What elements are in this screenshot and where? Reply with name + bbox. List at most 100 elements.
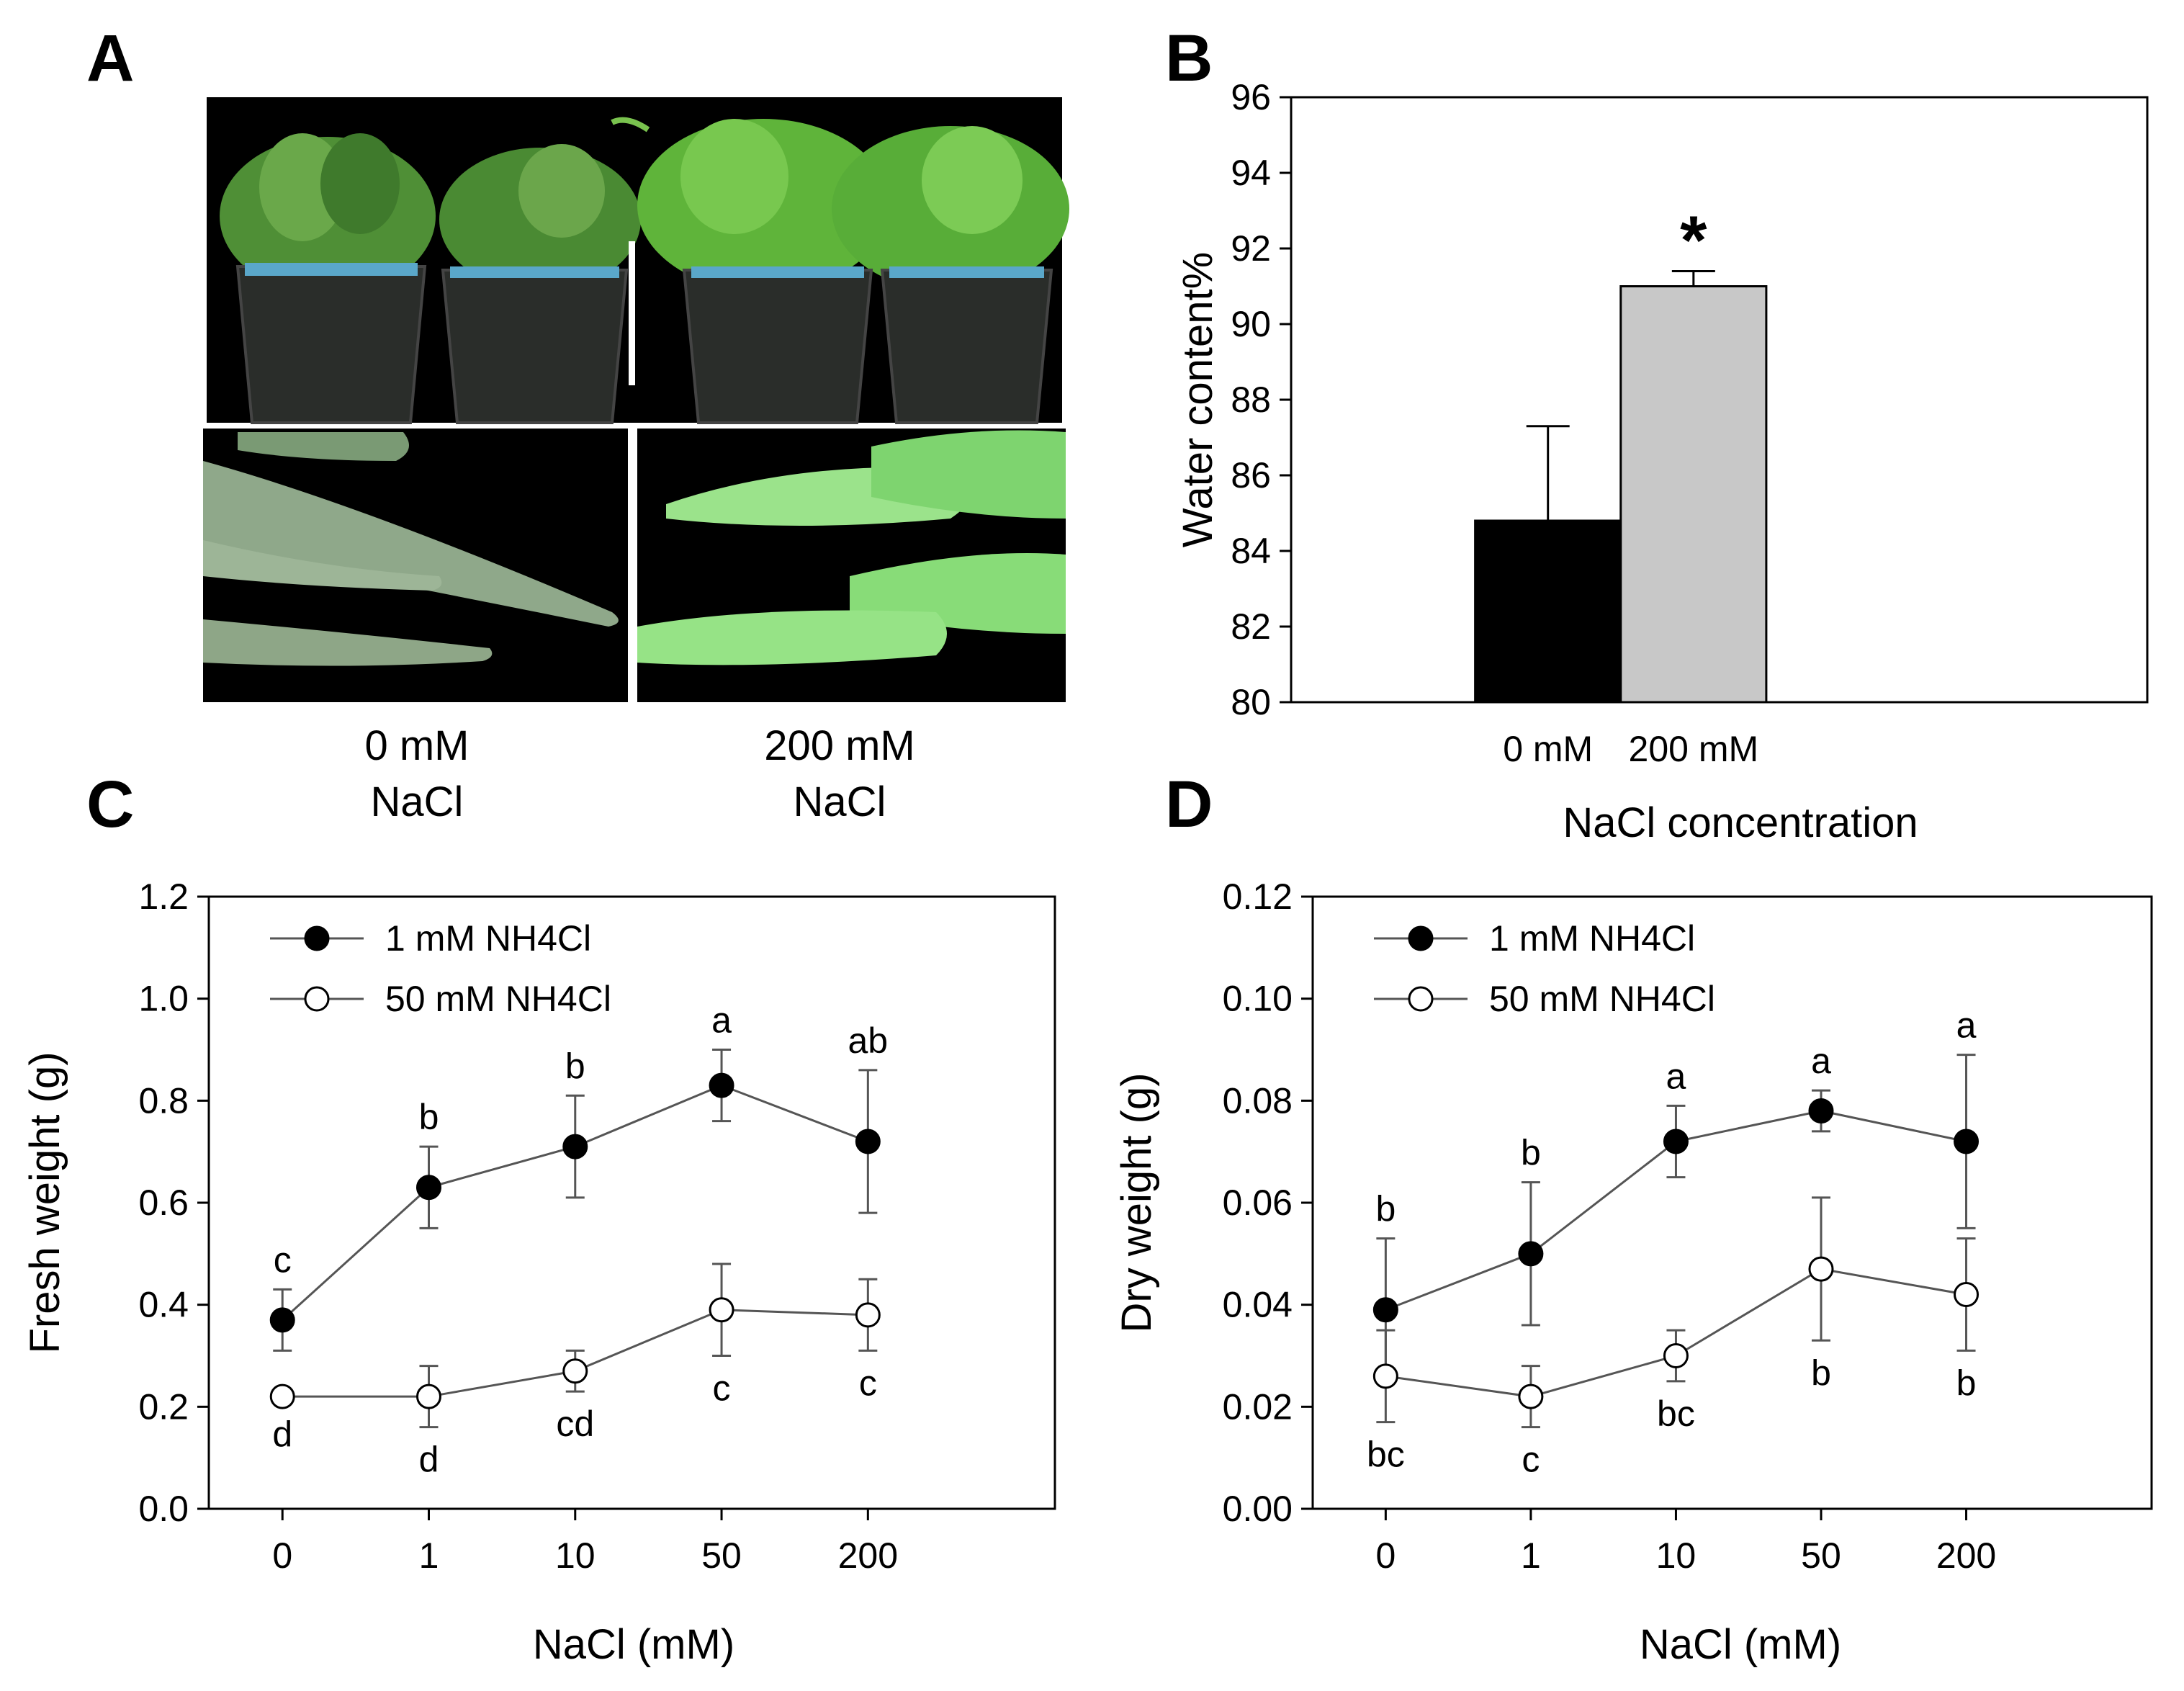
panel-b-x-title: NaCl concentration — [1563, 799, 1918, 846]
panel-d-significance-letter: bc — [1657, 1394, 1695, 1434]
panel-d: D 0.00 0.02 0.04 0.06 0.08 0.10 0.12 0 1 10 50 200 b… — [1113, 768, 2153, 1668]
salt-plants — [611, 117, 1069, 292]
panel-c-x-tick-label: 200 — [838, 1535, 898, 1576]
panel-c-significance-letter: d — [419, 1440, 439, 1480]
panel-c-y-tick-label: 1.2 — [138, 876, 189, 917]
panel-c-significance-letter: a — [711, 1000, 732, 1041]
panel-c-x-tick-label: 50 — [701, 1535, 742, 1576]
panel-d-x-tick-label: 1 — [1521, 1535, 1541, 1576]
panel-d-data-point — [1808, 1098, 1834, 1123]
panel-c-data-point — [855, 1129, 881, 1154]
panel-b-x-tick-label: 0 mM — [1503, 729, 1593, 769]
panel-b-x-tick-label: 200 mM — [1629, 729, 1759, 769]
panel-b-letter: B — [1165, 22, 1213, 95]
panel-d-data-point — [1372, 1363, 1398, 1389]
panel-d-legend-label: 50 mM NH4Cl — [1489, 979, 1715, 1019]
panel-b-y-tick-label: 88 — [1231, 380, 1271, 420]
panel-d-marks: 0.00 0.02 0.04 0.06 0.08 0.10 0.12 0 1 10 50 200 b b a… — [1223, 876, 1997, 1576]
panel-b-bar — [1474, 519, 1622, 704]
panel-d-y-tick-label: 0.08 — [1223, 1080, 1293, 1121]
panel-d-x-tick-label: 10 — [1656, 1535, 1697, 1576]
panel-d-data-point — [1808, 1256, 1834, 1282]
panel-d-significance-letter: c — [1522, 1440, 1540, 1480]
panel-c-y-tick-label: 0.4 — [138, 1285, 189, 1325]
panel-b-plot-frame — [1290, 96, 2149, 704]
pots-photo — [207, 97, 1069, 424]
panel-c-significance-letter: c — [274, 1239, 292, 1280]
panel-b-bar — [1619, 285, 1768, 704]
panel-c-y-title: Fresh weight (g) — [22, 1051, 68, 1353]
panel-d-data-point — [1954, 1129, 1979, 1154]
panel-d-y-tick-label: 0.00 — [1223, 1489, 1293, 1529]
panel-d-plot-frame — [1311, 895, 2153, 1510]
panel-c-data-point — [562, 1134, 588, 1160]
panel-d-significance-letter: b — [1811, 1353, 1831, 1393]
panel-d-x-tick-label: 0 — [1375, 1535, 1396, 1576]
panel-b-y-title: Water content% — [1174, 252, 1221, 547]
panel-d-y-tick-label: 0.02 — [1223, 1386, 1293, 1427]
panel-c-significance-letter: ab — [848, 1021, 889, 1061]
panel-c: C 0.0 0.2 0.4 0.6 0.8 1.0 1.2 0 1 10 50 200 c b b a ab 1 … — [22, 768, 1056, 1668]
panel-d-x-tick-label: 50 — [1801, 1535, 1841, 1576]
panel-c-significance-letter: b — [419, 1097, 439, 1137]
panel-d-x-title: NaCl (mM) — [1640, 1621, 1841, 1668]
panel-d-data-point — [1518, 1241, 1544, 1267]
panel-b-y-tick-label: 84 — [1231, 531, 1271, 571]
panel-c-y-tick-label: 0.2 — [138, 1386, 189, 1427]
panel-c-significance-letter: b — [565, 1046, 585, 1086]
panel-d-significance-letter: a — [1811, 1041, 1831, 1081]
panel-c-legend-marker — [304, 986, 330, 1012]
panel-b-y-tick-label: 94 — [1231, 153, 1271, 193]
panel-b-y-tick-label: 80 — [1231, 682, 1271, 722]
control-plants — [220, 133, 641, 295]
panel-d-data-point — [1663, 1129, 1689, 1154]
panel-b-y-tick-label: 82 — [1231, 606, 1271, 647]
panel-c-data-point — [855, 1302, 881, 1328]
panel-d-letter: D — [1165, 768, 1213, 841]
panel-a-letter: A — [86, 22, 134, 95]
control-shoot-photo — [203, 429, 628, 702]
panel-c-plot-frame — [207, 895, 1056, 1510]
panel-b-marks: 80 82 84 86 88 90 92 94 96 0 mM 200 mM * — [1231, 77, 1768, 769]
panel-c-legend-label: 1 mM NH4Cl — [385, 918, 591, 959]
caption-control-line1: 0 mM — [365, 722, 469, 769]
caption-control-line2: NaCl — [371, 779, 464, 825]
panel-c-x-tick-label: 0 — [272, 1535, 292, 1576]
panel-d-y-tick-label: 0.04 — [1223, 1285, 1293, 1325]
panel-c-marks: 0.0 0.2 0.4 0.6 0.8 1.0 1.2 0 1 10 50 200 c b b a ab 1 mM… — [138, 876, 898, 1576]
panel-c-significance-letter: c — [859, 1363, 877, 1403]
panel-d-significance-letter: b — [1521, 1133, 1541, 1173]
panel-c-data-point — [416, 1175, 441, 1201]
panel-b-y-tick-label: 86 — [1231, 455, 1271, 495]
panel-c-data-point — [269, 1383, 295, 1409]
panel-c-y-tick-label: 0.0 — [138, 1489, 189, 1529]
panel-c-data-point — [709, 1072, 734, 1098]
panel-d-y-tick-label: 0.12 — [1223, 876, 1293, 917]
panel-d-x-tick-label: 200 — [1936, 1535, 1996, 1576]
panel-d-y-tick-label: 0.06 — [1223, 1183, 1293, 1223]
salt-shoot-photo — [637, 429, 1066, 702]
panel-c-significance-letter: cd — [556, 1404, 594, 1444]
panel-c-data-point — [416, 1383, 441, 1409]
scale-bar — [629, 241, 635, 385]
panel-b-y-tick-label: 90 — [1231, 304, 1271, 344]
panel-d-data-point — [1954, 1282, 1979, 1307]
pots — [235, 263, 1053, 424]
panel-d-significance-letter: b — [1956, 1363, 1977, 1403]
panel-b-significance-star: * — [1680, 202, 1707, 279]
panel-c-x-tick-label: 1 — [419, 1535, 439, 1576]
panel-c-significance-letter: c — [713, 1368, 731, 1409]
panel-d-data-point — [1518, 1383, 1544, 1409]
caption-salt-line2: NaCl — [794, 779, 886, 825]
panel-c-y-tick-label: 0.8 — [138, 1080, 189, 1121]
panel-c-y-tick-label: 1.0 — [138, 979, 189, 1019]
panel-c-legend-marker — [304, 925, 330, 951]
panel-d-legend-marker — [1408, 925, 1434, 951]
panel-c-x-title: NaCl (mM) — [533, 1621, 734, 1668]
panel-b-y-tick-label: 92 — [1231, 228, 1271, 269]
panel-c-data-point — [562, 1358, 588, 1384]
panel-d-data-point — [1663, 1343, 1689, 1368]
panel-d-significance-letter: bc — [1367, 1435, 1405, 1475]
panel-c-letter: C — [86, 768, 134, 841]
